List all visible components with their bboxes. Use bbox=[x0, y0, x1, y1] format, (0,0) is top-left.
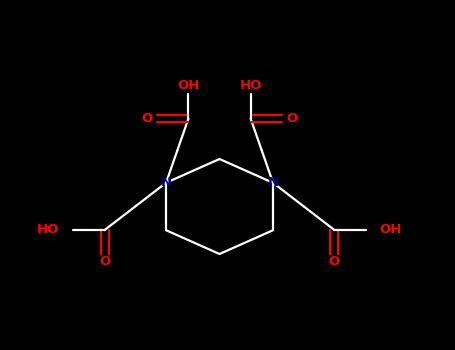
Text: HO: HO bbox=[239, 79, 262, 92]
Text: OH: OH bbox=[177, 79, 200, 92]
Text: N: N bbox=[161, 176, 172, 189]
Text: O: O bbox=[329, 256, 340, 268]
Text: O: O bbox=[99, 256, 111, 268]
Text: O: O bbox=[141, 112, 152, 125]
Text: HO: HO bbox=[37, 223, 60, 236]
Text: O: O bbox=[287, 112, 298, 125]
Text: OH: OH bbox=[379, 223, 402, 236]
Text: N: N bbox=[268, 176, 278, 189]
